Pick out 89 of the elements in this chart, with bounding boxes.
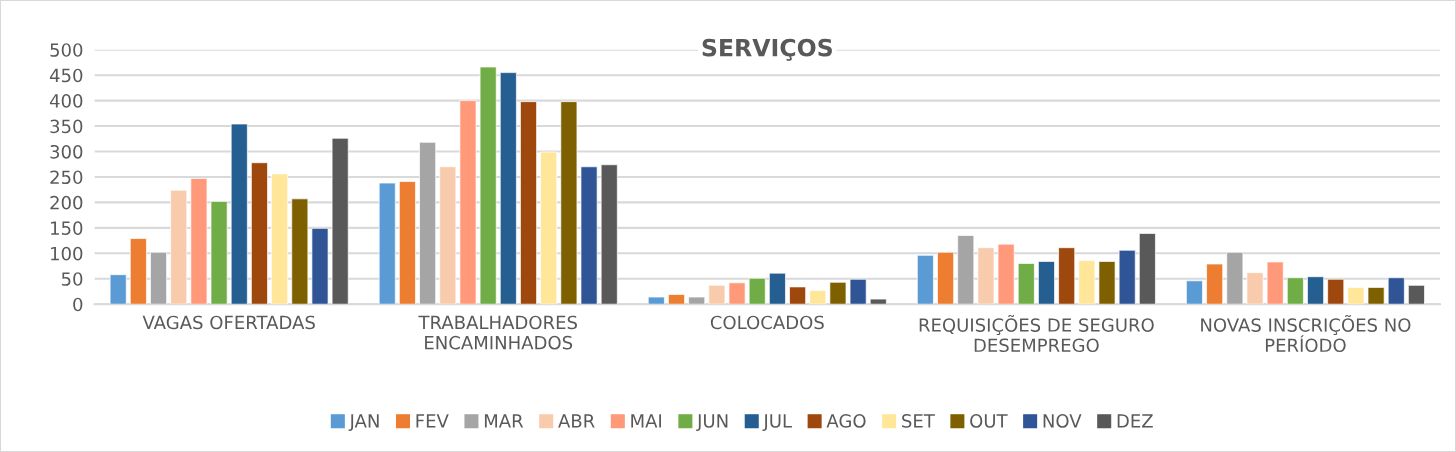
bar (190, 178, 208, 305)
legend-label: MAI (631, 414, 662, 428)
bar (271, 173, 289, 305)
legend-label: NOV (1043, 414, 1082, 428)
y-tick-label: 250 (50, 170, 83, 185)
legend-label: FEV (416, 414, 449, 428)
bar (1038, 261, 1055, 305)
bar (1017, 263, 1035, 305)
bar (1058, 247, 1076, 305)
bar (170, 189, 188, 305)
bar (1327, 278, 1345, 305)
bar (540, 151, 558, 305)
bar (768, 272, 786, 305)
bar (1246, 272, 1264, 305)
bar (230, 123, 248, 305)
y-tick-label: 0 (73, 297, 83, 312)
legend-label: AGO (826, 414, 866, 428)
bar (1118, 249, 1136, 305)
y-tick-label: 350 (50, 119, 83, 134)
bar (600, 164, 618, 305)
bar (1286, 277, 1304, 305)
legend-label: MAR (484, 414, 524, 428)
x-tick-label: COLOCADOS (710, 315, 824, 330)
legend-label: ABR (558, 414, 595, 428)
bar (1078, 260, 1096, 305)
x-tick-label: REQUISIÇÕES DE SEGURO DESEMPREGO (919, 315, 1154, 353)
y-tick-label: 450 (49, 68, 83, 83)
bar (580, 166, 598, 305)
bar (109, 274, 127, 305)
bar (459, 100, 477, 305)
bar (1206, 263, 1224, 305)
bar (748, 277, 766, 305)
bar (1138, 233, 1156, 305)
y-tick-label: 50 (61, 272, 83, 286)
bar (809, 290, 827, 305)
x-tick-label: VAGAS OFERTADAS (142, 315, 315, 330)
bar (499, 72, 517, 305)
y-tick-label: 200 (50, 195, 83, 210)
y-tick-label: 500 (50, 43, 83, 57)
bar (1266, 261, 1284, 305)
bar (647, 296, 665, 305)
legend-label: DEZ (1117, 414, 1153, 428)
bar (1098, 261, 1116, 305)
bar (479, 66, 497, 305)
bar (789, 286, 806, 305)
legend-label: OUT (970, 414, 1008, 428)
bar (728, 282, 746, 305)
bar (1367, 287, 1385, 305)
legend-label: JAN (348, 414, 379, 432)
bar (419, 142, 437, 305)
bar (916, 254, 934, 305)
legend-label: SET (902, 414, 935, 428)
bar (1408, 285, 1425, 305)
bar (1387, 277, 1405, 305)
bar (520, 101, 537, 305)
bar (869, 298, 887, 305)
bar (291, 198, 309, 305)
bar (688, 296, 706, 305)
legend-label: JUN (696, 414, 728, 432)
y-tick-label: 400 (49, 94, 83, 108)
x-tick-label: TRABALHADORES ENCAMINHADOS (418, 315, 577, 350)
bar (251, 162, 268, 305)
bar (150, 251, 167, 305)
bar (708, 285, 726, 305)
chart-title: SERVIÇOS (702, 38, 832, 61)
bar (849, 278, 867, 305)
bar (560, 101, 578, 305)
bar (937, 251, 954, 305)
bar (1347, 287, 1365, 305)
bar (957, 235, 975, 305)
bar (1307, 276, 1324, 305)
y-tick-label: 150 (51, 221, 83, 235)
y-tick-label: 100 (51, 246, 83, 261)
bar (378, 182, 396, 305)
bar (129, 238, 147, 305)
bar (1226, 251, 1244, 305)
bar (997, 243, 1015, 305)
bar (829, 281, 847, 305)
bar (439, 166, 457, 305)
y-tick-label: 300 (50, 144, 83, 159)
x-tick-label: NOVAS INSCRIÇÕES NO PERÍODO (1201, 315, 1411, 353)
bar (210, 201, 228, 305)
bar (331, 137, 349, 305)
bar (311, 228, 329, 305)
legend-label: JUL (762, 414, 792, 432)
bar (1186, 280, 1203, 305)
bar (399, 181, 416, 305)
bar (977, 247, 995, 305)
bar (668, 294, 685, 305)
